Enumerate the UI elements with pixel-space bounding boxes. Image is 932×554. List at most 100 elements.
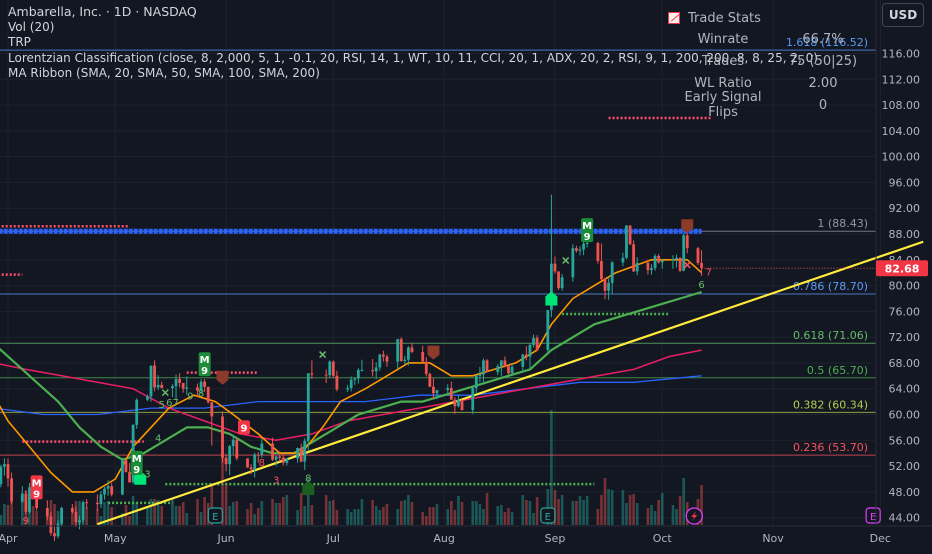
price-axis-label: 64.00	[889, 383, 921, 396]
candle	[671, 255, 675, 269]
volume-bar	[546, 489, 550, 525]
stat-value: 66.7%	[802, 31, 844, 47]
volume-bar	[428, 507, 432, 525]
candle	[271, 437, 274, 461]
volume-bar	[28, 504, 31, 525]
candle	[603, 277, 607, 300]
candle-body	[435, 390, 439, 394]
legend-line-lorentzian[interactable]: Lorentzian Classification (close, 8, 2,0…	[8, 50, 818, 65]
candle-body	[346, 388, 350, 390]
candle	[135, 398, 139, 429]
volume-bar	[396, 509, 399, 525]
volume-bar	[103, 502, 106, 525]
candle-body	[553, 263, 557, 272]
candle	[103, 486, 106, 500]
candle	[299, 443, 303, 463]
candle	[635, 257, 639, 276]
volume-bar	[310, 505, 314, 525]
candle	[3, 458, 6, 476]
candle-body	[235, 439, 239, 459]
price-axis-label: 88.00	[889, 228, 921, 241]
candle	[160, 381, 164, 389]
candle	[278, 451, 282, 462]
candle	[85, 498, 89, 509]
candle-body	[306, 373, 310, 441]
candle-body	[385, 356, 389, 362]
legend-line-trp[interactable]: TRP	[8, 35, 31, 49]
volume-bar	[253, 514, 256, 525]
candle	[110, 482, 114, 497]
candle-body	[482, 360, 485, 375]
volume-bar	[307, 478, 310, 525]
candle-body	[95, 502, 99, 505]
volume-bar	[324, 495, 328, 525]
volume-bar	[360, 499, 364, 525]
volume-bar	[500, 505, 503, 525]
candle-body	[45, 508, 49, 517]
signal-marker-sub: 9	[33, 489, 40, 500]
time-axis-label: Nov	[762, 532, 784, 545]
candle	[53, 526, 56, 541]
candle-body	[403, 359, 407, 362]
candle-body	[535, 337, 539, 351]
candle-body	[696, 248, 700, 264]
signal-marker-label: M	[132, 454, 142, 465]
candle	[546, 310, 550, 354]
earnings-label: E	[545, 512, 551, 523]
bar-count-label: 3	[144, 470, 150, 481]
bar-count-label: 6	[698, 280, 704, 291]
candle-body	[407, 347, 410, 360]
time-axis-label: Aug	[433, 532, 454, 545]
legend-line-volume[interactable]: Vol (20)	[8, 19, 55, 34]
volume-bar	[607, 489, 610, 525]
volume-bar	[256, 508, 260, 525]
legend-line-ma-ribbon[interactable]: MA Ribbon (SMA, 20, SMA, 50, SMA, 100, S…	[8, 66, 320, 80]
candle	[28, 482, 31, 514]
candle-body	[81, 502, 85, 521]
candle	[557, 271, 560, 291]
candle-body	[596, 243, 600, 262]
candle	[121, 457, 124, 496]
candle	[528, 343, 532, 369]
volume-bar	[210, 483, 214, 525]
candle	[399, 337, 403, 362]
candle-body	[356, 370, 360, 379]
symbol-title[interactable]: Ambarella, Inc. · 1D · NASDAQ	[8, 4, 197, 19]
price-axis-label: 80.00	[889, 280, 921, 293]
candle-body	[285, 458, 289, 463]
price-axis-label: 96.00	[889, 176, 921, 189]
volume-bar	[450, 501, 453, 525]
candle	[328, 360, 332, 379]
lightning-icon	[685, 507, 703, 525]
earnings-label: E	[212, 512, 218, 523]
bar-count-label: 3	[273, 476, 279, 487]
volume-bar	[560, 495, 564, 525]
signal-dot-lines	[0, 116, 713, 505]
candle	[303, 438, 307, 470]
candle	[324, 369, 328, 383]
candle	[274, 455, 278, 467]
volume-bar	[682, 478, 685, 525]
candle	[446, 384, 450, 394]
candle	[349, 376, 353, 392]
candle	[478, 366, 482, 383]
candle	[571, 244, 575, 282]
volume-bar	[632, 494, 635, 525]
candle-body	[256, 454, 260, 456]
candle-body	[578, 249, 582, 251]
volume-bar	[131, 496, 135, 525]
stat-label: WL Ratio	[694, 75, 752, 91]
signal-markers: M9M9M9M9989567984388367EEE	[23, 218, 881, 527]
cross-stroke	[683, 261, 691, 269]
candle-body	[224, 457, 228, 465]
candle	[78, 515, 81, 530]
candle-body	[296, 448, 299, 459]
candle	[310, 360, 314, 380]
candle	[560, 273, 564, 291]
signal-shield	[427, 345, 440, 360]
signal-marker-box	[130, 450, 143, 475]
currency-button[interactable]: USD	[882, 3, 924, 27]
candle-body	[10, 478, 13, 502]
